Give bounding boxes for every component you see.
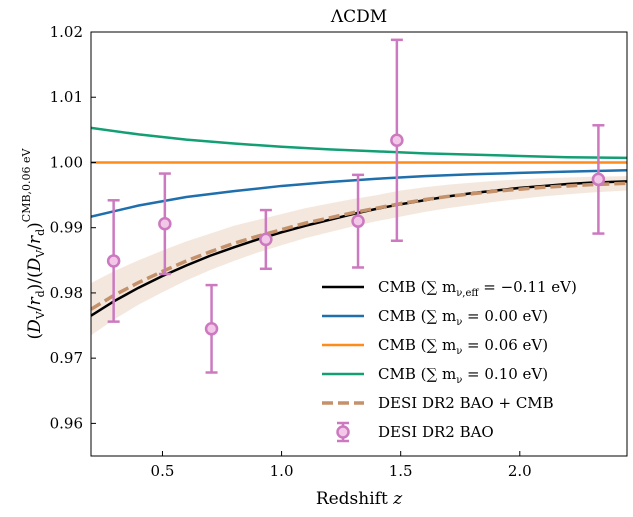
legend-label-2: CMB (∑ mν = 0.06 eV) [378,336,548,357]
data-point-2 [204,283,219,374]
legend-label-4: DESI DR2 BAO + CMB [378,394,554,412]
y-tick-label-0: 0.96 [50,414,83,432]
ticks-layer: 0.5 1.0 1.5 2.0 0.96 0.97 0.98 0.99 1.00 1.01 1.02 [50,23,532,480]
data-point-5 [390,38,404,242]
series-line-1 [91,169,627,218]
series-line-3 [91,126,627,160]
y-tick-label-6: 1.02 [50,23,83,41]
legend: CMB (∑ mν,eff = −0.11 eV) CMB (∑ mν = 0.0… [312,270,618,448]
y-tick-label-1: 0.97 [50,349,83,367]
data-point-4 [351,173,365,269]
legend-label-1: CMB (∑ mν = 0.00 eV) [378,307,548,328]
legend-swatch-points [336,421,350,443]
chart-title: ΛCDM [330,7,387,27]
y-tick-label-5: 1.01 [50,88,83,106]
legend-label-points: DESI DR2 BAO [378,423,494,441]
legend-label-3: CMB (∑ mν = 0.10 eV) [378,365,548,386]
y-tick-label-4: 1.00 [50,153,83,171]
plot-area [91,38,627,374]
x-tick-label-1: 1.0 [270,462,294,480]
plot-frame [90,31,628,457]
x-tick-label-2: 1.5 [389,462,413,480]
data-point-1 [158,172,172,276]
x-tick-label-3: 2.0 [508,462,532,480]
x-axis-label: Redshift z [316,489,403,509]
data-point-3 [259,208,273,271]
legend-box [312,270,618,448]
data-point-0 [106,199,121,323]
x-tick-label-0: 0.5 [151,462,175,480]
y-axis-label: (DV/rd)/(DV/rd)CMB,0.06 eV [20,147,47,339]
series-line-4 [91,181,627,311]
data-point-6 [591,124,606,235]
legend-label-0: CMB (∑ mν,eff = −0.11 eV) [378,278,577,299]
y-tick-label-3: 0.99 [50,219,83,237]
y-tick-label-2: 0.98 [50,284,83,302]
